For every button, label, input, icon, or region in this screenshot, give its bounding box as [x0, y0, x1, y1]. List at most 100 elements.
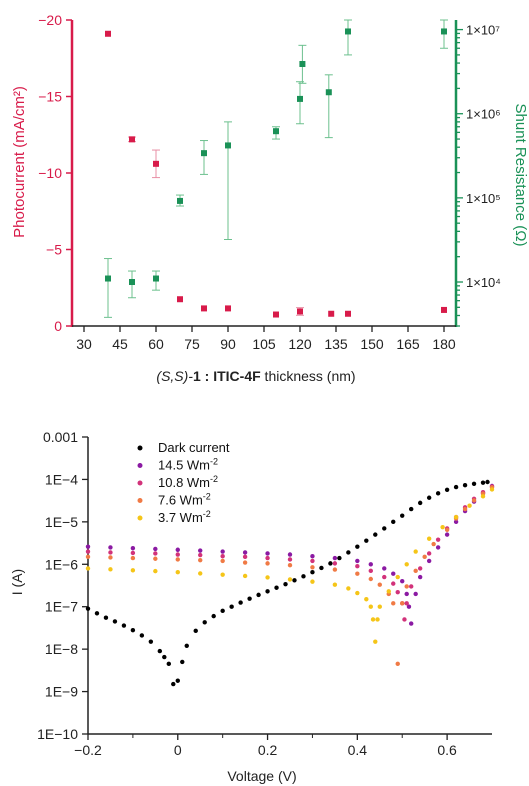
iv-point [368, 562, 373, 567]
iv-point [220, 558, 225, 564]
top-x-tick-label: 120 [288, 336, 312, 352]
photocurrent-point [225, 305, 231, 312]
iv-point [108, 555, 113, 560]
top-x-tick-label: 105 [252, 336, 276, 352]
shunt-point [441, 28, 447, 35]
shunt-point [105, 275, 111, 282]
iv-point [422, 554, 427, 560]
legend-marker [137, 515, 143, 521]
iv-point [310, 554, 315, 559]
iv-point [256, 592, 261, 598]
iv-point [121, 623, 127, 628]
iv-point [404, 601, 409, 606]
iv-point [332, 561, 338, 566]
shunt-point [177, 197, 183, 204]
legend-label-main: Dark current [158, 440, 230, 455]
iv-point [444, 487, 450, 492]
iv-point [400, 513, 405, 518]
legend-label: 14.5 Wm-2 [158, 457, 218, 473]
top-x-tick-label: 45 [112, 336, 128, 352]
bottom-x-tick-label: 0.4 [348, 742, 368, 758]
legend-label-sup: -2 [210, 457, 218, 467]
legend-label-main: 7.6 Wm [158, 493, 203, 508]
top-y-left-tick-label: −5 [46, 242, 62, 258]
iv-point [364, 538, 369, 543]
top-x-tick-label: 60 [148, 336, 164, 352]
photocurrent-point [345, 310, 351, 317]
top-axes: 30 45 60 75 90 105 120 135 150 165 180 0 −5 −10 −15 −20… [38, 12, 501, 352]
iv-point [417, 574, 423, 580]
top-y-left-tick-label: −20 [38, 12, 62, 28]
iv-point [265, 555, 270, 561]
top-y-left-tick-label: −10 [38, 165, 62, 181]
iv-point [406, 604, 412, 609]
iv-point [382, 566, 387, 571]
iv-point [391, 571, 396, 576]
shunt-point [297, 95, 303, 102]
bottom-markers [85, 479, 495, 687]
iv-point [462, 483, 468, 488]
iv-point [292, 578, 297, 583]
iv-point [417, 566, 423, 571]
iv-point [130, 555, 136, 561]
iv-point [368, 604, 373, 609]
iv-point [346, 550, 351, 555]
bottom-axes: −0.2 0 0.2 0.4 0.6 1E−10 1E−9 1E−8 1E−7 1E−6 1E−5 1… [37, 429, 492, 758]
iv-point [265, 551, 270, 556]
legend-label: 3.7 Wm-2 [158, 509, 211, 525]
iv-point [310, 565, 315, 570]
iv-point [332, 567, 338, 572]
iv-point [175, 557, 180, 562]
top-y-left-tick-label: 0 [54, 318, 62, 334]
bottom-x-label: Voltage (V) [227, 768, 296, 784]
iv-point [431, 541, 436, 547]
legend-label: 10.8 Wm-2 [158, 474, 218, 490]
iv-point [103, 615, 109, 620]
bottom-legend: Dark current 14.5 Wm-210.8 Wm-2 7.6 Wm -2 3.… [137, 440, 230, 525]
photocurrent-point [441, 306, 447, 313]
iv-point [426, 558, 432, 564]
iv-point [404, 591, 409, 597]
iv-point [247, 596, 252, 601]
iv-point [85, 549, 91, 554]
iv-point [417, 500, 423, 506]
iv-point [180, 659, 185, 665]
bottom-y-tick-label: 1E−7 [45, 599, 78, 615]
top-x-tick-label: 165 [396, 336, 420, 352]
iv-point [166, 661, 171, 667]
iv-point [426, 551, 432, 556]
bottom-y-label: I (A) [9, 569, 25, 595]
bottom-y-tick-label: 0.001 [43, 429, 78, 445]
x-label-part-stereo: (S,S)- [156, 368, 193, 384]
iv-point [328, 561, 333, 566]
bottom-y-tick-label: 1E−6 [45, 556, 78, 572]
iv-point [202, 620, 207, 625]
iv-point [112, 619, 118, 624]
iv-point [391, 581, 396, 586]
iv-point [453, 484, 459, 490]
legend-marker [137, 498, 143, 503]
iv-point [435, 545, 441, 550]
top-y-left-tick-label: −15 [38, 89, 62, 105]
iv-point [220, 608, 225, 614]
iv-point [157, 648, 163, 654]
iv-point [435, 537, 441, 542]
iv-point [108, 550, 113, 555]
iv-point [409, 584, 414, 589]
top-x-tick-label: 150 [360, 336, 384, 352]
iv-point [94, 611, 100, 616]
iv-point [85, 606, 91, 611]
iv-point [489, 487, 495, 492]
iv-point [153, 568, 158, 574]
bottom-x-tick-label: 0.2 [258, 742, 278, 758]
top-y-right-tick-label: 1×10⁶ [466, 107, 501, 122]
iv-point [332, 555, 338, 561]
iv-point [287, 563, 293, 568]
top-x-tick-label: 30 [76, 336, 92, 352]
photocurrent-point [105, 30, 111, 37]
iv-point [404, 584, 409, 589]
iv-point [386, 589, 391, 594]
iv-point [355, 590, 360, 596]
top-y-right-tick-label: 1×10⁷ [466, 23, 500, 38]
iv-point [85, 566, 91, 571]
